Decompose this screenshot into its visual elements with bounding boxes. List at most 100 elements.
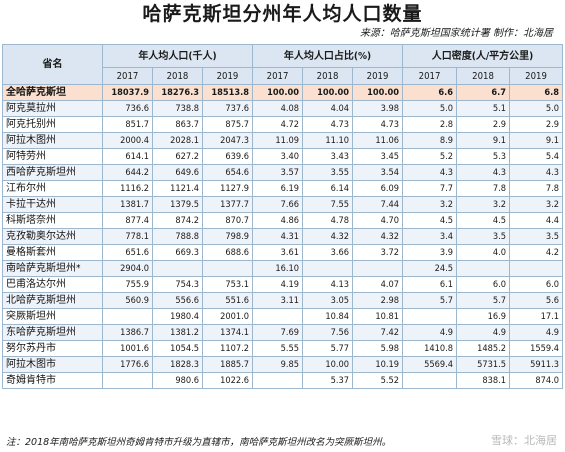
table-cell: 6.0 (456, 276, 511, 293)
table-cell: 100.00 (302, 84, 354, 101)
table-cell: 2.98 (352, 292, 404, 309)
table-cell: 4.73 (352, 116, 404, 133)
table-cell: 5.52 (352, 372, 404, 389)
region-name: 阿拉木图州 (2, 132, 103, 149)
table-cell: 5.4 (509, 148, 564, 165)
table-row: 曼格斯套州 651.6 669.3 688.6 3.61 3.66 3.72 3.9 4.0 4.… (2, 244, 564, 261)
table-cell: 1377.7 (201, 196, 254, 213)
region-name: 卡拉干达州 (2, 196, 103, 213)
region-name: 北哈萨克斯坦州 (2, 292, 103, 309)
table-cell: 6.14 (302, 180, 354, 197)
header-year: 2019 (352, 67, 404, 85)
table-cell: 551.6 (201, 292, 254, 309)
table-cell: 3.55 (302, 164, 354, 181)
table-cell: 6.8 (509, 84, 564, 101)
region-name: 西哈萨克斯坦州 (2, 164, 103, 181)
table-cell: 1980.4 (152, 308, 203, 325)
header-population: 年人均人口(千人) (101, 44, 254, 68)
region-name: 阿克托别州 (2, 116, 103, 133)
table-cell: 5.6 (509, 292, 564, 309)
table-cell: 4.9 (456, 324, 511, 341)
table-row: 努尔苏丹市 1001.6 1054.5 1107.2 5.55 5.77 5.98 1410.… (2, 340, 564, 357)
header-year: 2018 (152, 67, 203, 85)
header-row-groups: 省名 年人均人口(千人) 年人均人口占比(%) 人口密度(人/平方公里) (2, 44, 564, 85)
table-cell: 1121.4 (152, 180, 203, 197)
table-cell: 1107.2 (201, 340, 254, 357)
header-year: 2019 (201, 67, 254, 85)
table-cell: 3.2 (402, 196, 458, 213)
table-cell: 4.86 (252, 212, 304, 229)
table-cell: 1379.5 (152, 196, 203, 213)
table-cell: 5.0 (509, 100, 564, 117)
table-cell: 874.0 (509, 372, 564, 389)
table-cell (252, 308, 304, 325)
table-cell: 5569.4 (402, 356, 458, 373)
table-cell: 5.3 (456, 148, 511, 165)
table-cell: 1127.9 (201, 180, 254, 197)
header-density: 人口密度(人/平方公里) (402, 44, 564, 68)
table-cell: 8.9 (402, 132, 458, 149)
page-title: 哈萨克斯坦分州年人均人口数量 (142, 3, 423, 25)
table-cell: 639.6 (201, 148, 254, 165)
table-body: 全哈萨克斯坦 18037.9 18276.3 18513.8 100.00 100.00 1… (2, 84, 564, 389)
table-cell: 16.10 (252, 260, 304, 277)
table-cell: 6.7 (456, 84, 511, 101)
table-cell: 5.37 (302, 372, 354, 389)
header-year: 2017 (402, 67, 458, 85)
table-cell: 560.9 (102, 292, 153, 309)
table-cell: 2028.1 (152, 132, 203, 149)
header-year: 2019 (509, 67, 564, 85)
table-row: 阿特劳州 614.1 627.2 639.6 3.40 3.43 3.45 5.2 5.3 5.4 (2, 148, 564, 165)
table-cell: 753.1 (201, 276, 254, 293)
table-cell: 5.77 (302, 340, 354, 357)
table-cell: 4.31 (252, 228, 304, 245)
table-cell (302, 260, 354, 277)
table-row: 巴甫洛达尔州 755.9 754.3 753.1 4.19 4.13 4.07 6.1 6.0 6… (2, 276, 564, 293)
table-cell: 3.54 (352, 164, 404, 181)
table-cell: 1485.2 (456, 340, 511, 357)
table-cell: 4.4 (509, 212, 564, 229)
table-cell: 1054.5 (152, 340, 203, 357)
table-cell: 6.0 (509, 276, 564, 293)
table-cell: 3.4 (402, 228, 458, 245)
table-cell: 18276.3 (152, 84, 203, 101)
table-row: 科斯塔奈州 877.4 874.2 870.7 4.86 4.78 4.70 4.5 4.5 4.… (2, 212, 564, 229)
table-cell: 11.09 (252, 132, 304, 149)
table-cell (152, 260, 203, 277)
table-cell: 9.1 (456, 132, 511, 149)
table-cell: 7.8 (456, 180, 511, 197)
table-cell (509, 260, 564, 277)
region-name: 东哈萨克斯坦州 (2, 324, 103, 341)
header-year: 2018 (302, 67, 354, 85)
region-name: 努尔苏丹市 (2, 340, 103, 357)
region-name: 巴甫洛达尔州 (2, 276, 103, 293)
table-cell: 4.0 (456, 244, 511, 261)
table-row: 阿克托别州 851.7 863.7 875.7 4.72 4.73 4.73 2.8 2.9 2.… (2, 116, 564, 133)
region-name: 曼格斯套州 (2, 244, 103, 261)
table-cell: 1381.2 (152, 324, 203, 341)
table-cell: 798.9 (201, 228, 254, 245)
table-cell: 1386.7 (102, 324, 153, 341)
table-cell: 737.6 (201, 100, 254, 117)
table-cell: 4.32 (302, 228, 354, 245)
table-cell: 6.09 (352, 180, 404, 197)
table-row: 阿克莫拉州 736.6 738.8 737.6 4.08 4.04 3.98 5.0 5.1 5.… (2, 100, 564, 117)
table-cell: 556.6 (152, 292, 203, 309)
table-cell: 4.2 (509, 244, 564, 261)
region-name: 突厥斯坦州 (2, 308, 103, 325)
table-cell: 654.6 (201, 164, 254, 181)
table-cell: 9.85 (252, 356, 304, 373)
table-cell: 778.1 (102, 228, 153, 245)
table-cell: 4.78 (302, 212, 354, 229)
region-name: 奇姆肯特市 (2, 372, 103, 389)
table-cell (102, 308, 153, 325)
table-cell: 5.55 (252, 340, 304, 357)
region-name: 阿克莫拉州 (2, 100, 103, 117)
table-cell: 4.08 (252, 100, 304, 117)
table-cell: 3.5 (456, 228, 511, 245)
table-cell: 1374.1 (201, 324, 254, 341)
table-cell: 3.43 (302, 148, 354, 165)
table-cell: 3.61 (252, 244, 304, 261)
table-cell: 1559.4 (509, 340, 564, 357)
table-cell: 4.3 (509, 164, 564, 181)
